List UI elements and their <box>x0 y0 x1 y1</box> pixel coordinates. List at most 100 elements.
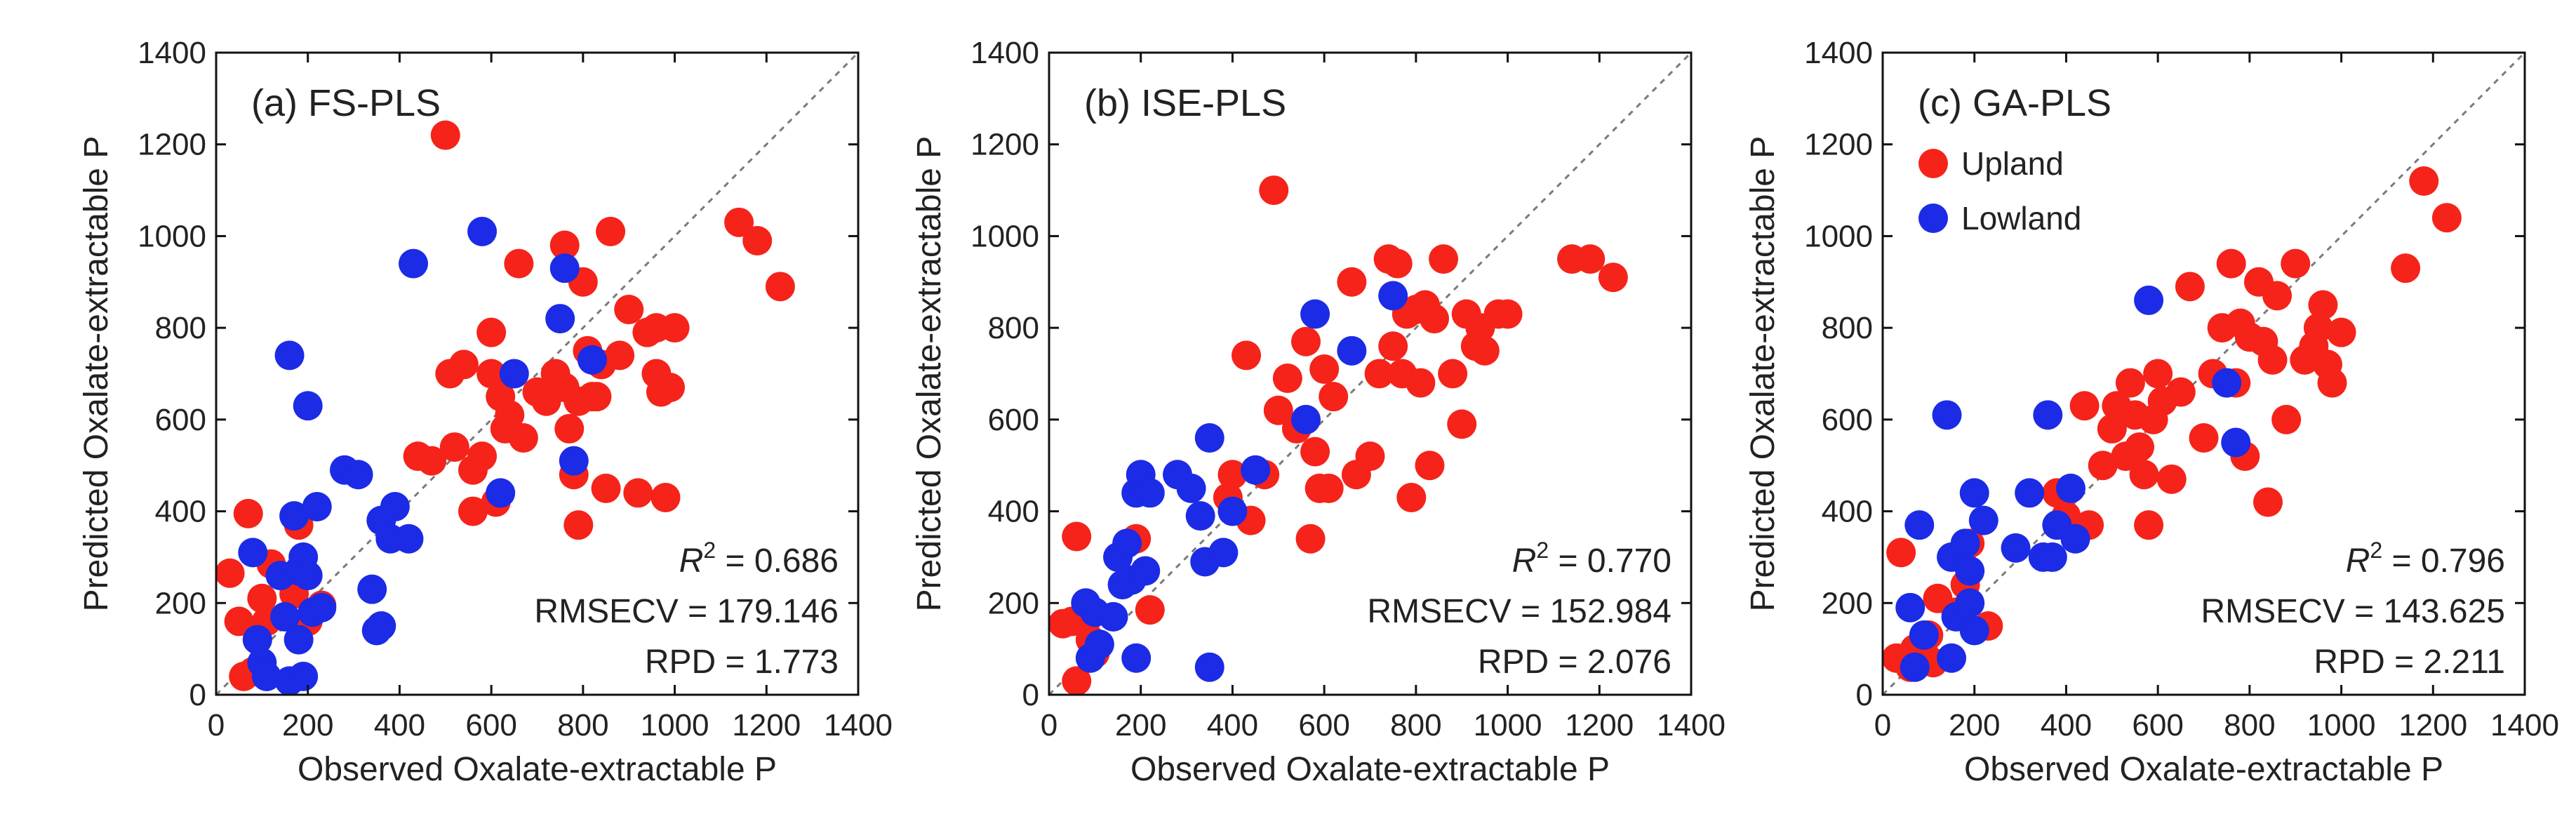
data-point-upland <box>476 359 507 389</box>
data-point-lowland <box>2037 542 2067 572</box>
data-point-lowland <box>1950 528 1980 559</box>
y-tick-label: 0 <box>1022 678 1039 712</box>
data-point-upland <box>2129 460 2159 490</box>
data-point-lowland <box>1176 473 1206 503</box>
data-point-lowland <box>1241 455 1271 485</box>
data-point-lowland <box>1217 496 1248 526</box>
data-point-upland <box>2431 203 2462 233</box>
data-point-lowland <box>2134 285 2164 315</box>
x-tick-label: 1400 <box>2490 708 2559 742</box>
data-point-upland <box>549 230 580 260</box>
one-to-one-line <box>215 51 860 696</box>
data-point-lowland <box>366 611 396 641</box>
data-point-lowland <box>1955 588 1985 618</box>
x-axis-label: Observed Oxalate-extractable P <box>298 751 777 788</box>
data-point-lowland <box>238 538 268 568</box>
data-point-upland <box>614 295 644 324</box>
x-axis-label: Observed Oxalate-extractable P <box>1130 751 1610 788</box>
data-point-upland <box>2262 281 2293 311</box>
panel-title: (c) GA-PLS <box>1918 82 2111 124</box>
y-tick-label: 800 <box>988 311 1039 345</box>
data-point-lowland <box>559 446 589 476</box>
x-tick-label: 800 <box>1390 708 1441 742</box>
data-point-upland <box>1062 521 1092 552</box>
data-point-lowland <box>399 248 429 279</box>
data-point-upland <box>2303 313 2333 343</box>
data-point-upland <box>1396 482 1427 512</box>
y-tick-label: 1000 <box>1804 219 1873 253</box>
data-point-lowland <box>2221 427 2251 458</box>
data-point-lowland <box>499 359 529 389</box>
data-point-lowland <box>1378 281 1408 311</box>
data-point-upland <box>1319 382 1349 412</box>
data-point-upland <box>1355 441 1385 472</box>
r-squared-symbol: R <box>679 542 704 580</box>
x-tick-label: 0 <box>1874 708 1891 742</box>
data-point-lowland <box>1337 335 1367 366</box>
data-point-upland <box>742 225 773 255</box>
data-point-lowland <box>549 253 580 284</box>
data-point-upland <box>2165 377 2196 407</box>
data-point-lowland <box>1955 556 1985 586</box>
data-point-upland <box>563 510 594 540</box>
y-tick-label: 200 <box>1822 586 1873 620</box>
data-point-lowland <box>467 216 498 246</box>
data-point-upland <box>2308 290 2338 320</box>
data-point-lowland <box>270 601 300 632</box>
data-point-upland <box>1438 359 1468 389</box>
r-squared-stat: R2 = 0.686 <box>679 538 839 580</box>
data-point-upland <box>247 583 277 613</box>
y-tick-label: 800 <box>1822 311 1873 345</box>
x-tick-label: 600 <box>465 708 516 742</box>
rpd-stat: RPD = 1.773 <box>645 644 839 681</box>
data-point-lowland <box>1959 615 1989 646</box>
rpd-stat: RPD = 2.211 <box>2314 644 2505 681</box>
data-point-upland <box>2069 391 2100 421</box>
x-tick-label: 400 <box>374 708 425 742</box>
data-point-lowland <box>1909 620 1939 651</box>
data-point-lowland <box>1959 478 1989 508</box>
data-point-upland <box>2317 368 2347 398</box>
data-point-lowland <box>302 492 332 522</box>
data-point-upland <box>2409 166 2439 196</box>
data-point-lowland <box>1900 652 1930 682</box>
series-lowland <box>1071 281 1408 682</box>
x-tick-label: 1400 <box>824 708 893 742</box>
series-lowland <box>1895 285 2251 682</box>
data-point-upland <box>1217 460 1248 490</box>
data-point-lowland <box>2033 400 2063 430</box>
data-point-upland <box>439 432 469 462</box>
data-point-upland <box>1314 473 1344 503</box>
data-point-upland <box>476 317 507 347</box>
series-lowland <box>238 216 607 696</box>
data-point-upland <box>1886 538 1916 568</box>
x-tick-label: 1000 <box>2307 708 2376 742</box>
data-point-upland <box>2391 253 2421 284</box>
x-tick-label: 1200 <box>1565 708 1634 742</box>
legend-label-lowland: Lowland <box>1961 200 2081 236</box>
x-tick-label: 200 <box>1949 708 2000 742</box>
data-point-upland <box>1259 175 1289 206</box>
y-tick-label: 1200 <box>970 128 1039 162</box>
x-tick-label: 200 <box>1115 708 1166 742</box>
data-point-upland <box>1447 409 1477 439</box>
series-upland <box>215 120 795 691</box>
data-point-lowland <box>1904 510 1935 540</box>
data-point-lowland <box>293 391 323 421</box>
data-point-upland <box>2115 368 2145 398</box>
data-point-lowland <box>1968 505 1998 535</box>
data-point-lowland <box>279 501 309 531</box>
data-point-lowland <box>1194 652 1224 682</box>
x-tick-label: 0 <box>208 708 225 742</box>
data-point-upland <box>1415 451 1445 481</box>
data-point-upland <box>1232 340 1262 371</box>
data-point-lowland <box>1208 538 1239 568</box>
data-point-upland <box>2134 510 2164 540</box>
data-point-upland <box>596 216 626 246</box>
data-point-upland <box>224 606 254 637</box>
data-point-upland <box>591 473 621 503</box>
data-point-lowland <box>380 492 410 522</box>
x-tick-label: 1000 <box>1474 708 1542 742</box>
data-point-upland <box>582 382 612 412</box>
y-tick-label: 0 <box>189 678 206 712</box>
